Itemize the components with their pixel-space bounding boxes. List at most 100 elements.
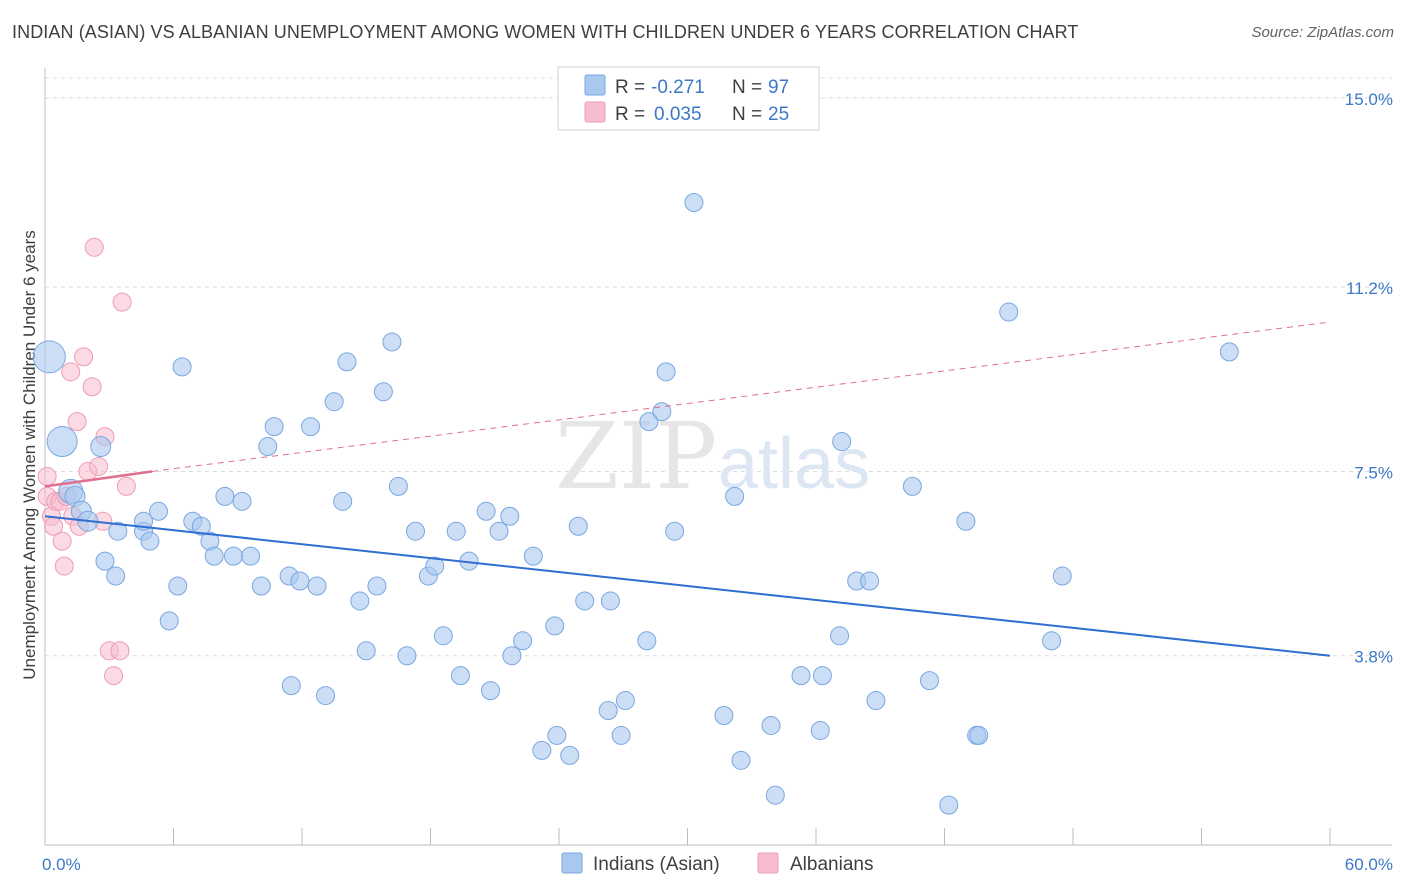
indians-point xyxy=(600,591,620,611)
series-legend: Indians (Asian) Albanians xyxy=(561,852,873,875)
indians-point xyxy=(502,646,522,666)
indians-point xyxy=(406,521,426,541)
indians-point xyxy=(725,486,745,506)
indians-point xyxy=(397,646,417,666)
indians-point xyxy=(241,546,261,566)
indians-point xyxy=(532,740,552,760)
albanians-point xyxy=(104,666,124,686)
indians-point xyxy=(32,340,66,374)
indians-point xyxy=(523,546,543,566)
trendlines xyxy=(44,321,1331,657)
indians-point xyxy=(480,681,500,701)
indians-point xyxy=(264,417,284,437)
indians-point xyxy=(830,626,850,646)
indians-point xyxy=(333,491,353,511)
bottom-legend-label-indians: Indians (Asian) xyxy=(593,854,720,875)
legend-swatch-albanians xyxy=(584,101,606,123)
indians-point xyxy=(433,626,453,646)
bottom-legend-swatch-albanians xyxy=(757,852,779,874)
indians-point xyxy=(568,516,588,536)
indians-point xyxy=(367,576,387,596)
indians-point xyxy=(388,476,408,496)
indians-point xyxy=(108,521,128,541)
indians-point xyxy=(652,402,672,422)
indians-point xyxy=(810,720,830,740)
correlation-legend: R = -0.271 N = 97 R = 0.035 N = 25 xyxy=(557,66,820,131)
indians-point xyxy=(902,476,922,496)
bottom-legend-swatch-indians xyxy=(561,852,583,874)
indians-point xyxy=(95,551,115,571)
albanians-point xyxy=(89,456,109,476)
y-tick-label: 15.0% xyxy=(1345,90,1393,109)
indians-point xyxy=(90,436,112,458)
chart-title: INDIAN (ASIAN) VS ALBANIAN UNEMPLOYMENT … xyxy=(12,22,1079,42)
indians-point xyxy=(476,501,496,521)
indians-point xyxy=(172,357,192,377)
legend-n-label-2: N = xyxy=(732,104,762,125)
albanians-point xyxy=(67,412,87,432)
indians-point xyxy=(1219,342,1239,362)
legend-r-label-2: R = xyxy=(615,104,645,125)
albanians-point xyxy=(52,531,72,551)
legend-n-value-1: 97 xyxy=(768,77,789,98)
indians-point xyxy=(290,571,310,591)
albanians-trendline-solid xyxy=(44,470,153,488)
albanians-point xyxy=(37,466,57,486)
indians-point xyxy=(258,437,278,457)
indians-point xyxy=(450,666,470,686)
indians-trendline xyxy=(44,515,1331,657)
y-tick-label: 7.5% xyxy=(1354,463,1393,482)
indians-point xyxy=(489,521,509,541)
y-tick-label: 3.8% xyxy=(1354,648,1393,667)
indians-point xyxy=(281,676,301,696)
legend-r-label-1: R = xyxy=(615,77,645,98)
indians-point xyxy=(500,506,520,526)
y-tick-labels: 15.0% 11.2% 7.5% 3.8% xyxy=(1345,90,1393,667)
indians-point xyxy=(637,631,657,651)
indians-point xyxy=(598,701,618,721)
indians-point xyxy=(866,691,886,711)
indians-point xyxy=(373,382,393,402)
indians-point xyxy=(446,521,466,541)
indians-point xyxy=(939,795,959,815)
indians-point xyxy=(639,412,659,432)
indians-point xyxy=(860,571,880,591)
indians-point xyxy=(159,611,179,631)
albanians-point xyxy=(74,347,94,367)
legend-n-value-2: 25 xyxy=(768,104,789,125)
indians-point xyxy=(356,641,376,661)
y-tick-label: 11.2% xyxy=(1346,279,1393,298)
bottom-legend-label-albanians: Albanians xyxy=(790,854,873,875)
albanians-point xyxy=(84,237,104,257)
albanians-point xyxy=(116,476,136,496)
indians-point xyxy=(656,362,676,382)
indians-point xyxy=(307,576,327,596)
indians-point xyxy=(714,706,734,725)
indians-point xyxy=(106,566,126,586)
y-axis-label: Unemployment Among Women with Children U… xyxy=(20,230,39,679)
indians-point xyxy=(425,556,445,576)
indians-point xyxy=(46,426,78,458)
indians-point xyxy=(149,501,169,521)
gridlines xyxy=(45,77,1392,657)
indians-point xyxy=(232,491,252,511)
albanians-point xyxy=(110,641,130,661)
indians-point xyxy=(731,750,751,770)
indians-point xyxy=(191,516,211,536)
legend-n-label-1: N = xyxy=(732,77,762,98)
x-tick-label-max: 60.0% xyxy=(1345,855,1393,874)
axes xyxy=(44,68,1392,846)
indians-point xyxy=(611,725,631,745)
x-tick-label-min: 0.0% xyxy=(42,855,81,874)
indians-point xyxy=(812,666,832,686)
x-tick-labels: 0.0% 60.0% xyxy=(42,855,1393,874)
indians-point xyxy=(832,432,852,452)
indians-point xyxy=(791,666,811,686)
indians-point xyxy=(969,725,989,745)
indians-point xyxy=(251,576,271,596)
source-credit: Source: ZipAtlas.com xyxy=(1251,24,1394,41)
indians-point xyxy=(382,332,402,352)
indians-point xyxy=(168,576,188,596)
indians-point xyxy=(684,192,704,212)
